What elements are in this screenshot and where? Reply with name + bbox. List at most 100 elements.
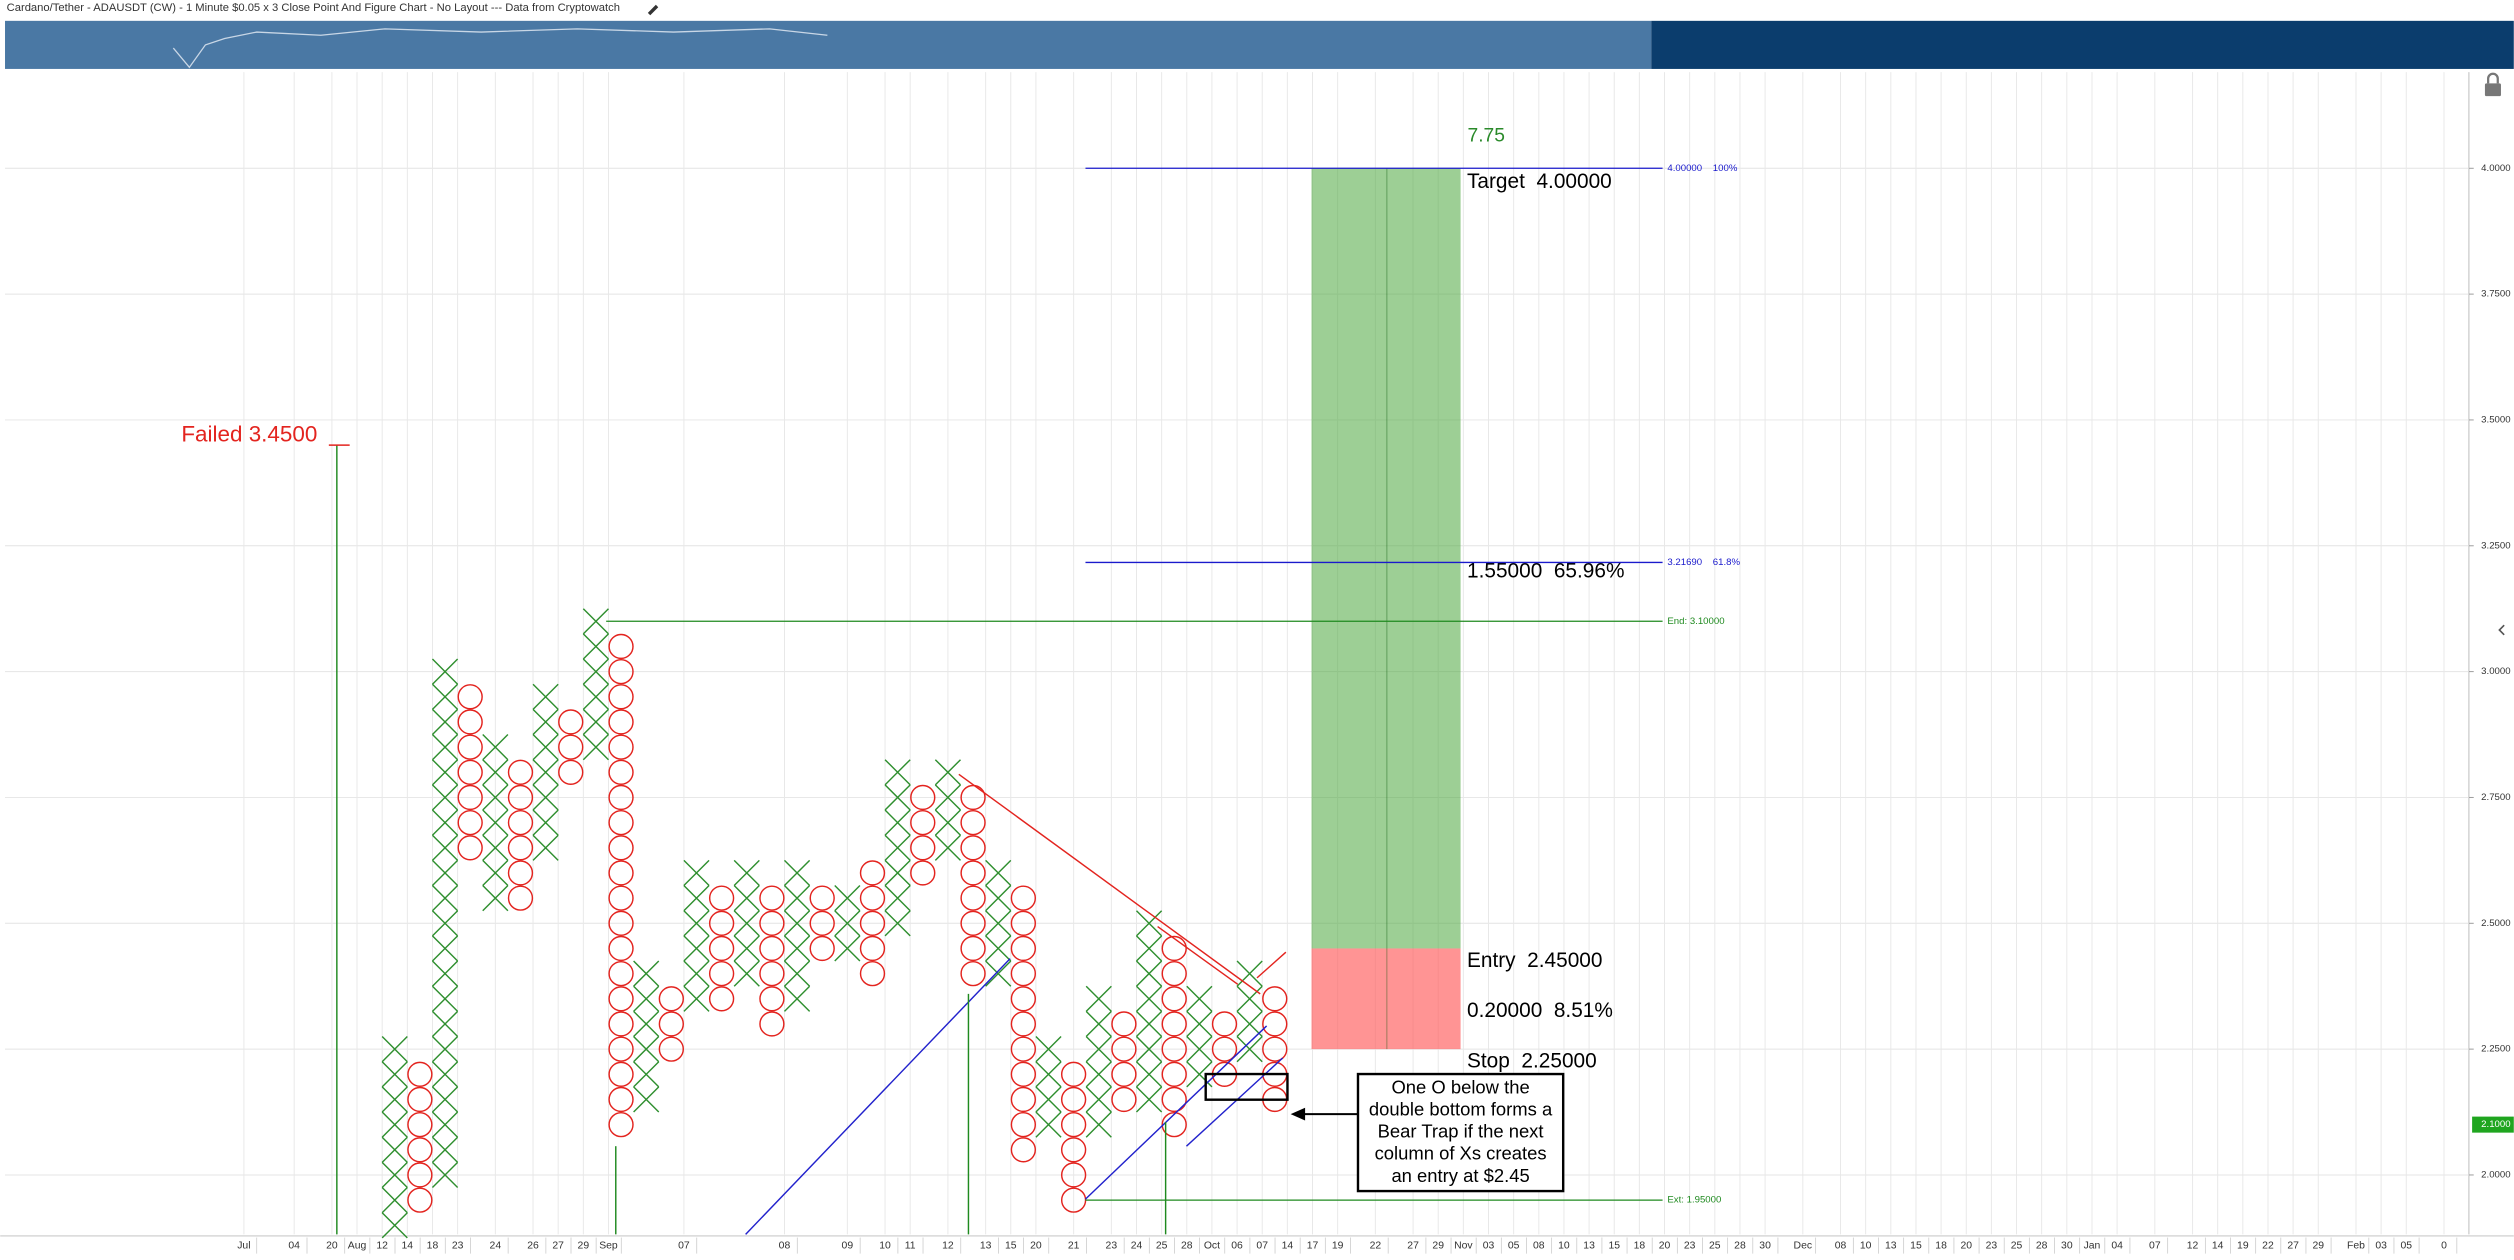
x-tick-label: 30 <box>1759 1240 1771 1251</box>
o-box <box>1161 935 1187 962</box>
trend-line <box>958 773 1261 995</box>
navigator[interactable] <box>5 20 1652 69</box>
x-box <box>783 910 811 937</box>
level-label: 3.21690 61.8% <box>1667 557 1740 568</box>
x-tick-label: 05 <box>1508 1240 1520 1251</box>
x-box <box>381 1061 408 1088</box>
y-tick-label: 3.7500 <box>2481 289 2510 300</box>
o-box <box>407 1086 433 1113</box>
x-column <box>683 859 710 1012</box>
x-tick-label: 30 <box>2061 1240 2073 1251</box>
o-box <box>507 835 534 861</box>
x-box <box>633 1086 660 1113</box>
o-box <box>608 633 634 660</box>
x-box <box>683 885 710 912</box>
o-box <box>407 1187 433 1213</box>
x-box <box>683 985 710 1012</box>
y-tick-label: 2.0000 <box>2481 1169 2510 1180</box>
o-column <box>859 860 886 987</box>
x-tick-label: 10 <box>879 1240 891 1251</box>
x-tick-label: 07 <box>1256 1240 1268 1251</box>
level-label: End: 3.10000 <box>1667 616 1724 627</box>
x-box <box>431 1161 459 1189</box>
o-box <box>457 759 483 785</box>
x-box <box>381 1111 408 1138</box>
x-tick-label: 12 <box>2187 1240 2199 1251</box>
y-tick-label: 2.7500 <box>2481 792 2510 803</box>
x-tick-label: 12 <box>942 1240 954 1251</box>
o-box <box>507 784 534 811</box>
x-column <box>834 885 861 962</box>
x-tick-label: 10 <box>1558 1240 1570 1251</box>
x-box <box>985 885 1012 912</box>
x-box <box>1236 1036 1263 1063</box>
x-tick-label: 15 <box>1910 1240 1922 1251</box>
x-tick-label: 29 <box>578 1240 590 1251</box>
x-box <box>431 834 459 861</box>
x-tick-label: 18 <box>1634 1240 1646 1251</box>
o-box <box>1161 1086 1187 1113</box>
collapse-icon[interactable] <box>2498 624 2505 636</box>
o-box <box>658 1036 684 1062</box>
x-box <box>884 759 911 786</box>
o-box <box>960 885 986 911</box>
o-box <box>960 809 986 836</box>
o-box <box>608 986 634 1012</box>
x-box <box>482 809 509 836</box>
lock-icon[interactable] <box>2484 83 2501 97</box>
x-tick-label: 25 <box>1709 1240 1721 1251</box>
o-box <box>608 658 634 685</box>
o-box <box>407 1111 433 1138</box>
x-tick-label: 27 <box>2287 1240 2299 1251</box>
o-box <box>1211 1011 1238 1037</box>
o-box <box>1010 1111 1037 1138</box>
navigator-window[interactable] <box>1651 20 2514 69</box>
o-box <box>708 910 735 936</box>
o-box <box>1111 1011 1137 1037</box>
x-box <box>934 834 962 861</box>
o-box <box>507 885 534 911</box>
x-box <box>431 1136 459 1163</box>
o-box <box>608 860 634 886</box>
x-box <box>482 734 509 761</box>
x-box <box>431 985 459 1012</box>
x-box <box>1236 960 1263 987</box>
x-tick-label: Dec <box>1794 1240 1813 1251</box>
o-box <box>910 835 936 861</box>
o-box <box>960 835 986 861</box>
x-box <box>985 859 1012 887</box>
x-tick-label: 21 <box>1068 1240 1080 1251</box>
edit-icon[interactable] <box>647 4 659 16</box>
o-box <box>608 960 634 987</box>
o-box <box>608 1086 634 1113</box>
o-box <box>960 960 986 987</box>
o-box <box>910 809 936 836</box>
o-box <box>558 734 584 760</box>
o-box <box>608 759 634 785</box>
x-box <box>985 910 1012 937</box>
o-box <box>708 935 735 962</box>
o-box <box>1111 1061 1137 1087</box>
o-column <box>407 1061 433 1213</box>
o-column <box>608 633 634 1138</box>
x-box <box>783 935 811 962</box>
o-box <box>759 960 785 987</box>
x-tick-label: 19 <box>1332 1240 1344 1251</box>
x-tick-label: Jul <box>237 1240 250 1251</box>
o-box <box>1161 1061 1187 1087</box>
x-box <box>985 960 1012 987</box>
x-box <box>633 985 660 1012</box>
x-box <box>482 784 509 811</box>
entry-label: Entry 2.45000 <box>1467 949 1602 972</box>
x-box <box>1135 1086 1163 1113</box>
x-tick-label: 13 <box>980 1240 992 1251</box>
o-box <box>1262 986 1288 1012</box>
x-tick-label: 23 <box>1986 1240 1998 1251</box>
x-box <box>582 658 609 685</box>
risk-label: 0.20000 8.51% <box>1467 999 1613 1022</box>
o-box <box>1010 935 1037 962</box>
x-tick-label: 14 <box>402 1240 414 1251</box>
x-box <box>532 834 559 861</box>
